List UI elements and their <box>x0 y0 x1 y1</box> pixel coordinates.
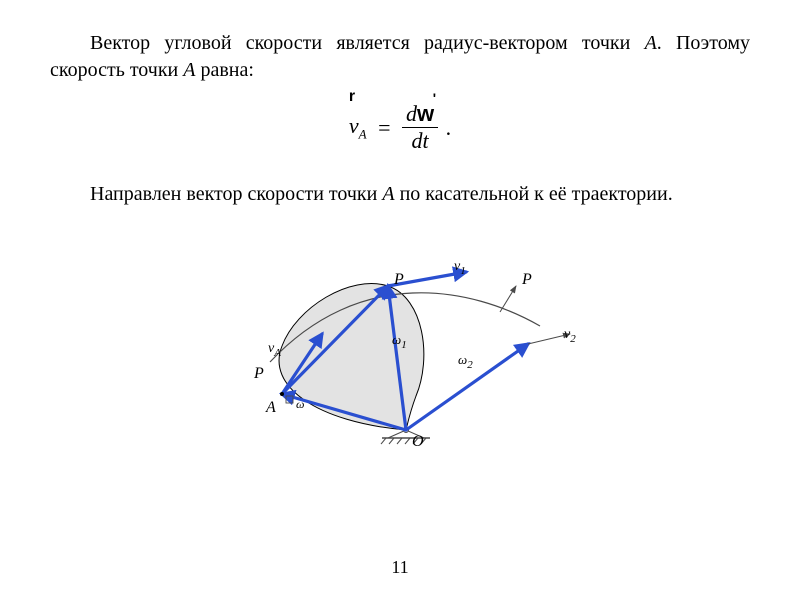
para2-text-post: по касательной к её траектории. <box>395 183 673 205</box>
formula: r vA = ' dw dt . <box>349 102 451 153</box>
para2-text-pre: Направлен вектор скорости точки <box>90 183 382 205</box>
formula-v: v <box>349 113 359 138</box>
para2-A: A <box>382 183 394 205</box>
formula-denominator: dt <box>402 129 438 153</box>
svg-text:O: O <box>412 433 424 450</box>
vector-diagram: OAPPPvAv1v2ω1ω2ω <box>210 226 590 456</box>
svg-text:P: P <box>521 271 532 288</box>
svg-text:A: A <box>265 399 276 416</box>
svg-text:P: P <box>253 365 264 382</box>
formula-num-top: ' <box>433 90 436 106</box>
para1-text-pre: Вектор угловой скорости является радиус-… <box>90 32 645 54</box>
svg-text:P: P <box>393 271 404 288</box>
para1-A2: A <box>183 59 195 81</box>
formula-eq: = <box>378 115 390 141</box>
formula-num-d: d <box>406 101 417 126</box>
para1-A: A <box>645 32 657 54</box>
paragraph-2: Направлен вектор скорости точки A по кас… <box>50 181 750 208</box>
svg-text:v2: v2 <box>564 327 576 345</box>
formula-lhs-top: r <box>349 88 355 106</box>
formula-fraction: ' dw dt <box>402 102 438 153</box>
formula-block: r vA = ' dw dt . <box>50 102 750 153</box>
formula-num-w: w <box>417 101 434 126</box>
svg-text:ω2: ω2 <box>458 352 473 371</box>
paragraph-1: Вектор угловой скорости является радиус-… <box>50 30 750 84</box>
page-number: 11 <box>0 557 800 578</box>
svg-text:vA: vA <box>268 341 281 359</box>
svg-text:ω: ω <box>296 397 304 411</box>
formula-period: . <box>446 115 452 141</box>
formula-sub-A: A <box>359 126 367 141</box>
para1-text-end: равна: <box>195 59 253 81</box>
formula-lhs: vA <box>349 113 367 142</box>
diagram-container: OAPPPvAv1v2ω1ω2ω <box>50 226 750 461</box>
